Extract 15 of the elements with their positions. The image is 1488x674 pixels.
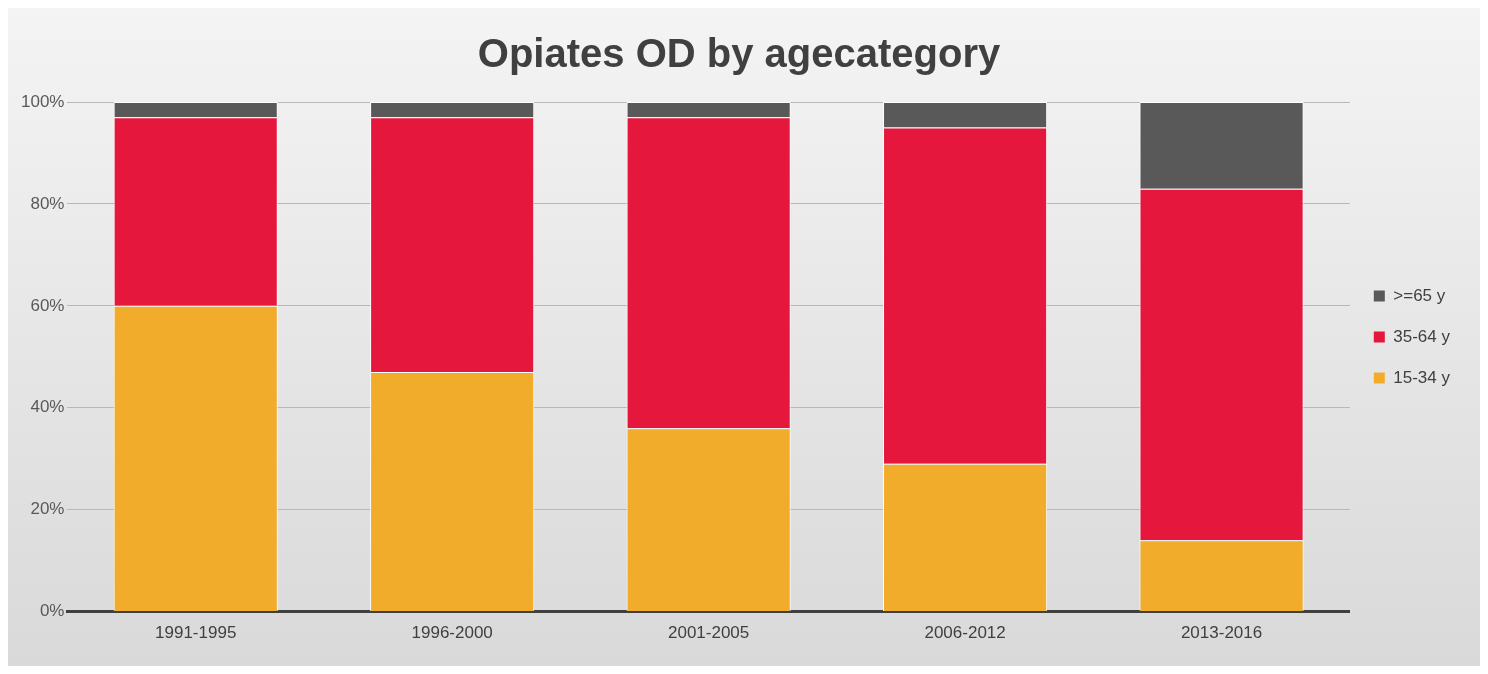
chart-title: Opiates OD by agecategory	[477, 31, 1001, 76]
y-tick-label: 100%	[21, 91, 65, 111]
y-tick-label: 80%	[30, 193, 65, 213]
y-tick-label: 20%	[30, 499, 65, 519]
y-tick-label: 60%	[30, 295, 65, 315]
legend-label: >=65 y	[1393, 285, 1446, 305]
x-tick-label: 2001-2005	[667, 623, 750, 643]
y-tick-label: 40%	[30, 397, 65, 417]
x-tick-label: 2013-2016	[1180, 623, 1263, 643]
y-tick-label: 0%	[39, 601, 65, 621]
legend-label: 35-64 y	[1393, 326, 1451, 346]
legend-label: 15-34 y	[1393, 367, 1451, 387]
x-tick-label: 1996-2000	[411, 623, 493, 643]
x-tick-label: 1991-1995	[155, 623, 237, 643]
x-tick-label: 2006-2012	[924, 623, 1006, 643]
